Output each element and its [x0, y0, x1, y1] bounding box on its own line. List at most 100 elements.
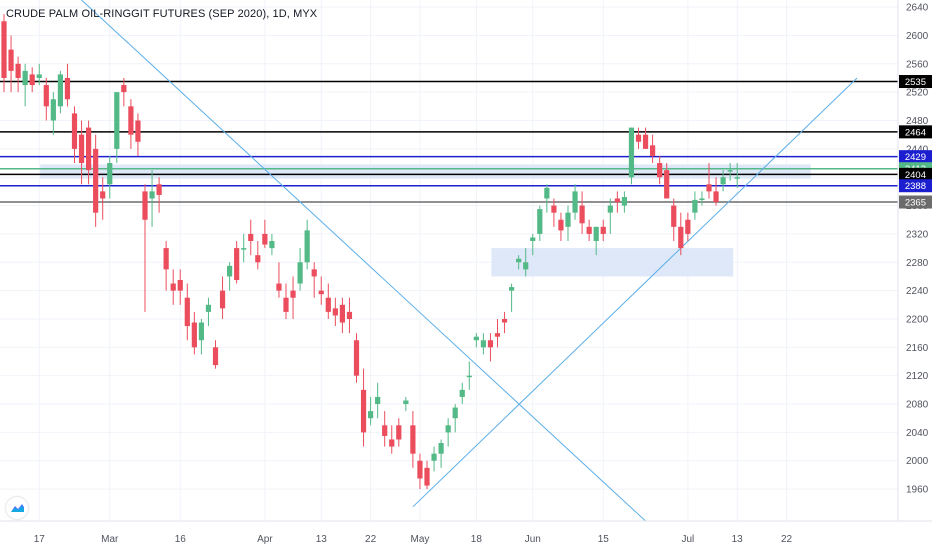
horizontal-price-levels [0, 80, 898, 203]
candle-body-down [678, 226, 684, 249]
price-level-tag-label: 2535 [905, 77, 926, 88]
time-axis[interactable]: 17 Mar 16 Apr 13 22 May 18 Jun 15 Jul 13 22 [34, 534, 793, 545]
x-tick-label: 18 [471, 534, 483, 545]
candle-body-down [64, 77, 71, 100]
x-tick-label: 22 [365, 534, 377, 545]
candle-body-down [360, 389, 367, 433]
y-tick-label: 1960 [906, 485, 929, 496]
chart-title: CRUDE PALM OIL-RINGGIT FUTURES (SEP 2020… [6, 8, 318, 20]
candle-body-up [36, 74, 42, 78]
candle-body-up [530, 237, 536, 242]
candle-body-down [135, 120, 141, 142]
price-level-tag [899, 75, 932, 89]
candle-body-up [198, 322, 204, 341]
candle-body-down [685, 219, 691, 234]
x-tick-label: Jul [681, 534, 694, 545]
candle-body-down [339, 304, 345, 323]
candle-body-up [621, 197, 627, 206]
candle-body-down [100, 191, 106, 199]
candle-body-up [114, 92, 120, 149]
y-tick-label: 2240 [906, 286, 929, 297]
candle-body-up [572, 191, 578, 213]
candle-body-down [29, 74, 35, 86]
y-tick-label: 2120 [906, 371, 929, 382]
candle-body-down [219, 290, 226, 309]
candle-body-up [149, 191, 155, 199]
chart-grid [0, 0, 898, 521]
x-tick-label: May [410, 534, 429, 545]
candle-body-down [156, 184, 162, 195]
candle-body-up [304, 230, 310, 263]
y-tick-label: 2560 [906, 59, 929, 70]
candle-body-up [727, 170, 733, 172]
candle-body-down [191, 322, 197, 348]
price-level-tag-label: 2388 [905, 181, 926, 192]
candle-body-down [558, 219, 564, 231]
candle-body-down [290, 290, 296, 298]
price-level-tag [899, 150, 932, 164]
y-tick-label: 2640 [906, 3, 929, 14]
support-resistance-zones [40, 164, 811, 277]
candle-body-up [459, 389, 465, 397]
candle-body-down [93, 148, 99, 213]
candle-body-down [487, 340, 494, 348]
y-tick-label: 2480 [906, 116, 929, 127]
candle-body-down [43, 85, 49, 107]
candle-body-down [579, 205, 585, 224]
candle-body-down [15, 63, 21, 78]
x-tick-label: 13 [732, 534, 744, 545]
candle-body-up [473, 336, 479, 341]
candle-body-down [424, 467, 430, 486]
candle-body-down [248, 233, 254, 242]
candle-body-down [417, 460, 423, 479]
candle-body-down [1, 21, 7, 78]
candle-body-down [128, 106, 134, 135]
candle-body-up [403, 400, 409, 405]
candle-body-down [501, 318, 508, 323]
y-tick-label: 2280 [906, 258, 929, 269]
candle-body-down [642, 134, 649, 149]
candle-body-down [121, 85, 127, 93]
candle-body-up [431, 453, 437, 461]
candle-body-up [480, 340, 486, 348]
price-level-tag [899, 179, 932, 193]
candle-body-down [262, 233, 268, 245]
candle-body-down [614, 198, 620, 203]
candle-body-down [551, 205, 557, 213]
tradingview-logo-icon[interactable] [6, 497, 28, 519]
y-tick-label: 2200 [906, 314, 929, 325]
candle-body-up [692, 199, 698, 213]
y-tick-label: 2600 [906, 31, 929, 42]
candle-body-down [353, 340, 360, 376]
candle-body-down [163, 248, 169, 270]
candle-body-up [565, 212, 571, 227]
candle-body-down [382, 425, 388, 436]
candle-body-up [593, 226, 599, 242]
price-level-tag-label: 2365 [905, 198, 926, 209]
candlesticks [1, 14, 740, 490]
candle-body-down [657, 163, 663, 178]
price-level-tag [899, 125, 932, 139]
y-tick-label: 2040 [906, 428, 929, 439]
candle-body-up [537, 209, 543, 234]
price-level-tag-label: 2464 [905, 127, 926, 138]
candle-body-up [438, 443, 444, 454]
x-tick-label: 13 [316, 534, 328, 545]
candle-body-up [466, 375, 472, 378]
candle-body-up [544, 187, 550, 199]
price-level-tag [899, 195, 932, 209]
y-tick-label: 2080 [906, 400, 929, 411]
candle-body-up [269, 241, 275, 249]
candle-body-up [699, 198, 705, 200]
candle-body-up [452, 407, 458, 419]
candle-body-down [325, 297, 331, 312]
candle-body-down [8, 49, 14, 71]
candle-body-down [318, 290, 324, 295]
candle-body-down [170, 283, 176, 291]
candle-body-down [635, 134, 642, 142]
candle-body-down [600, 226, 606, 234]
y-tick-label: 2520 [906, 88, 929, 99]
x-tick-label: 16 [175, 534, 187, 545]
x-tick-label: 15 [598, 534, 610, 545]
